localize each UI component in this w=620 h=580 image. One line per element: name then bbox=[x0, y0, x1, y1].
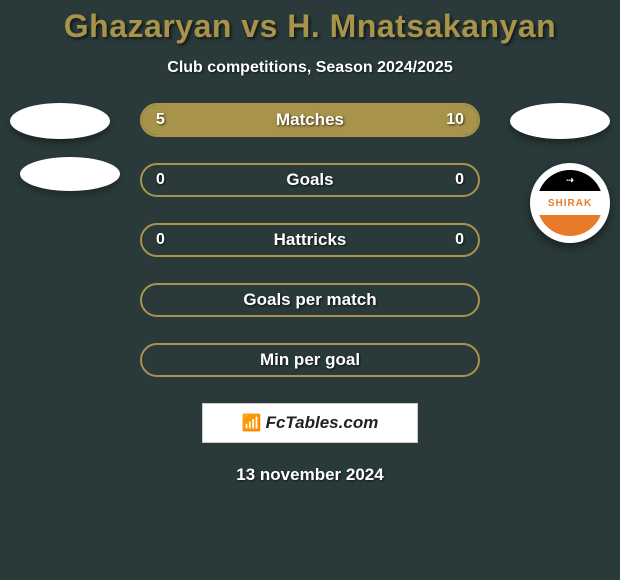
page-subtitle: Club competitions, Season 2024/2025 bbox=[0, 59, 620, 77]
stat-bar: Matches5 10 bbox=[140, 103, 480, 137]
stat-row: Hattricks0 0 bbox=[0, 223, 620, 257]
brand-text: FcTables.com bbox=[266, 413, 379, 433]
stat-row: Matches5 10 bbox=[0, 103, 620, 137]
stat-label: Goals per match bbox=[142, 290, 478, 310]
brand-box[interactable]: 📶 FcTables.com bbox=[202, 403, 418, 443]
stat-value-left: 0 bbox=[156, 171, 165, 189]
stat-value-right: 0 bbox=[455, 171, 464, 189]
stat-bar: Goals0 0 bbox=[140, 163, 480, 197]
stat-value-right: 10 bbox=[446, 111, 464, 129]
stat-label: Matches bbox=[142, 110, 478, 130]
stat-bar: Hattricks0 0 bbox=[140, 223, 480, 257]
chart-icon: 📶 bbox=[242, 413, 262, 433]
stats-rows: ⇢ SHIRAK Matches510Goals00Hattricks00Goa… bbox=[0, 103, 620, 377]
stat-label: Goals bbox=[142, 170, 478, 190]
stat-bar: Min per goal bbox=[140, 343, 480, 377]
stat-row: Goals0 0 bbox=[0, 163, 620, 197]
page-title: Ghazaryan vs H. Mnatsakanyan bbox=[0, 8, 620, 45]
stat-value-left: 5 bbox=[156, 111, 165, 129]
date-text: 13 november 2024 bbox=[0, 465, 620, 485]
stat-value-right: 0 bbox=[455, 231, 464, 249]
stat-label: Hattricks bbox=[142, 230, 478, 250]
stat-row: Goals per match bbox=[0, 283, 620, 317]
stat-label: Min per goal bbox=[142, 350, 478, 370]
stat-bar: Goals per match bbox=[140, 283, 480, 317]
stat-value-left: 0 bbox=[156, 231, 165, 249]
stat-row: Min per goal bbox=[0, 343, 620, 377]
